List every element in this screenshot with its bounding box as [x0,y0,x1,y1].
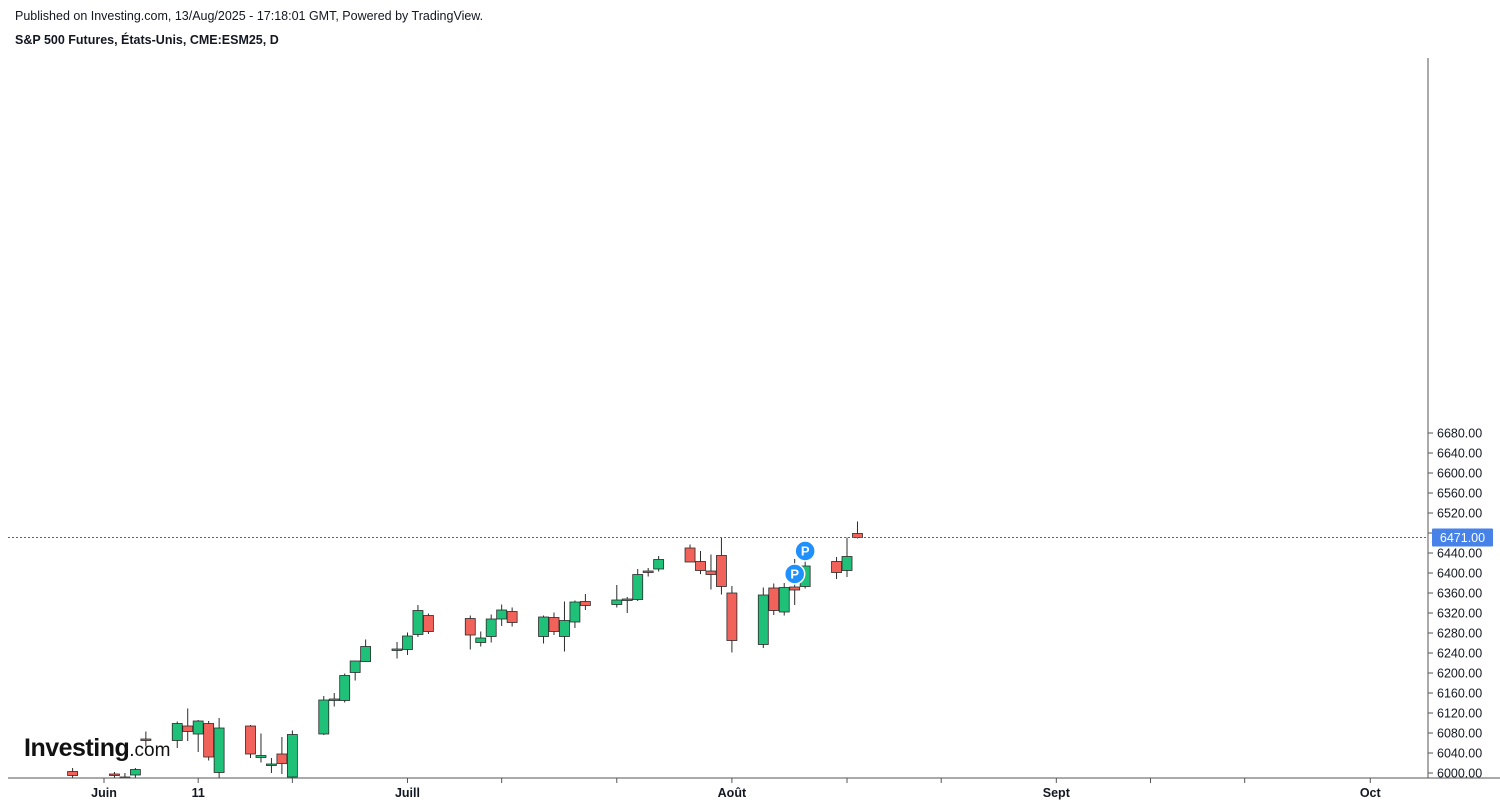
candle-up [538,616,549,637]
investing-logo: Investing.com [24,734,170,763]
x-tick-label: Oct [1360,786,1382,800]
y-tick-label: 6000.00 [1437,767,1482,781]
candle-up [339,675,351,701]
pivot-marker-icon [794,540,816,562]
candle-down [789,586,801,591]
axes-layer: 6000.00 6040.00 6080.00 6120.00 6160.00 6200.… [8,58,1500,800]
candle-up [632,574,644,600]
candle-up [328,698,340,701]
candle-down [506,611,518,623]
logo-main: Investing [24,734,130,762]
last-price-badge [1432,528,1493,547]
candle-down [726,592,738,641]
y-tick-label: 6320.00 [1437,607,1482,621]
candle-down [182,725,194,732]
candle-down [716,555,727,587]
candle-down [831,561,842,573]
candle-up [496,609,508,620]
candle-up [318,699,330,735]
y-tick-label: 6520.00 [1437,507,1482,521]
y-tick-label: 6600.00 [1437,467,1482,481]
candle-down [140,738,152,741]
candle-up [171,723,183,741]
candle-down [705,570,717,575]
x-tick-label: Sept [1043,786,1071,800]
y-tick-label: 6360.00 [1437,587,1482,601]
y-tick-label: 6240.00 [1437,647,1482,661]
candle-up [129,769,141,776]
y-tick-label: 6160.00 [1437,687,1482,701]
x-tick-label: 11 [192,786,205,800]
candle-down [579,601,591,606]
candle-down [695,561,706,571]
candle-up [402,635,413,650]
candle-up [757,594,769,645]
chart-title: S&P 500 Futures, États-Unis, CME:ESM25, … [15,33,279,47]
candle-down [548,617,560,632]
candle-up [475,637,487,643]
published-info: Published on Investing.com, 13/Aug/2025 … [15,9,484,23]
pivot-marker-label: P [790,567,799,582]
logo-suffix: .com [129,740,171,761]
candle-down [109,773,120,776]
candle-up [286,734,298,778]
candle-up [559,620,570,637]
candle-up [653,559,665,570]
candle-down [464,618,476,636]
candle-down [423,615,434,632]
candle-up [569,601,581,623]
y-tick-label: 6440.00 [1437,547,1482,561]
y-tick-label: 6080.00 [1437,727,1482,741]
pivot-marker-label: P [801,544,810,559]
candle-up [360,646,372,662]
y-tick-label: 6040.00 [1437,747,1482,761]
candles-layer [67,521,863,778]
candle-up [621,598,633,601]
y-tick-label: 6280.00 [1437,627,1482,641]
candle-down [852,533,863,538]
candle-down [67,771,79,776]
candle-up [266,763,277,766]
y-tick-label: 6680.00 [1437,427,1482,441]
overlay-layer: 6471.00 PP [8,528,1493,585]
x-tick-label: Août [718,786,747,800]
candle-up [412,610,424,635]
candle-down [768,587,780,611]
candle-up [778,587,790,613]
candle-up [349,660,361,673]
candle-up [841,556,853,571]
y-tick-label: 6640.00 [1437,447,1482,461]
candle-down [245,725,256,755]
candle-up [391,648,403,651]
y-tick-label: 6200.00 [1437,667,1482,681]
candle-down [203,723,215,758]
y-tick-label: 6560.00 [1437,487,1482,501]
candle-group [67,521,863,778]
candle-down [684,547,696,563]
pivot-marker-icon [783,563,806,585]
candle-up [255,755,267,758]
candle-up [611,599,623,605]
y-tick-label: 6120.00 [1437,707,1482,721]
candle-up [192,720,204,735]
x-tick-label: Juin [91,786,117,800]
last-price-label: 6471.00 [1440,531,1485,545]
candle-down [276,753,288,764]
y-tick-label: 6400.00 [1437,567,1482,581]
x-tick-label: Juill [395,786,420,800]
candle-down [642,570,654,573]
candle-up [485,618,497,637]
candle-up [213,727,225,773]
